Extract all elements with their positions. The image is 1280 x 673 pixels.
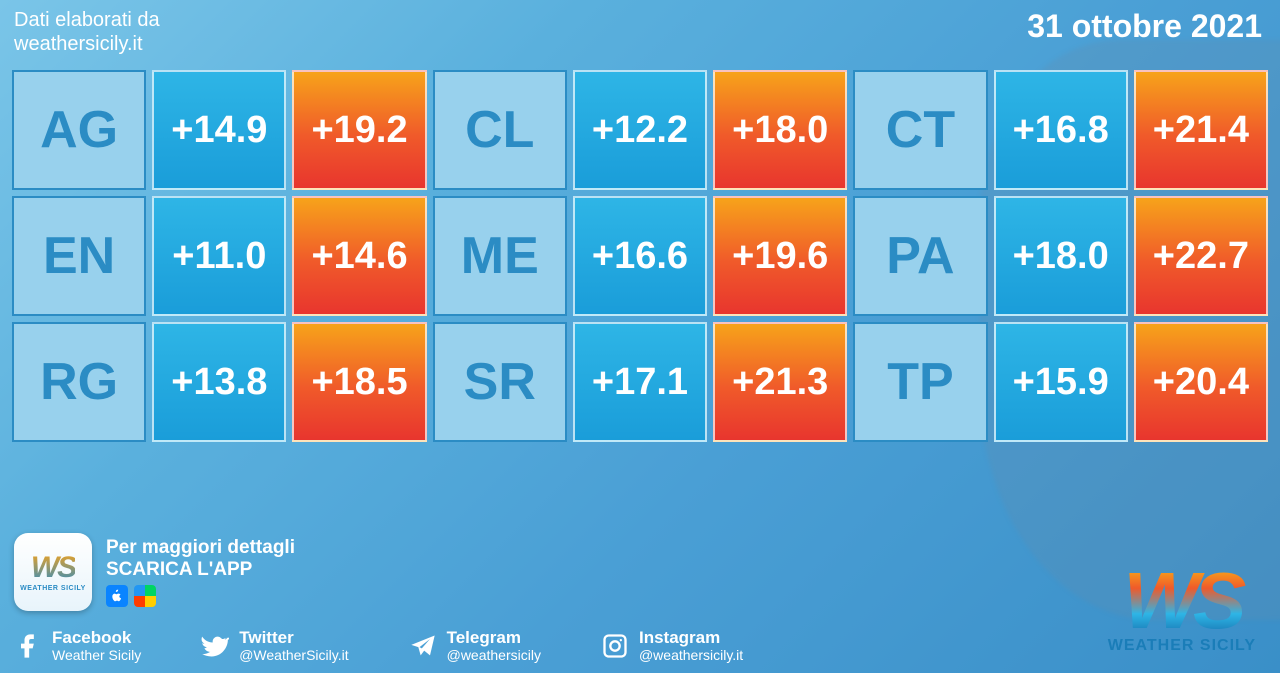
temp-low: +14.9 <box>152 70 286 190</box>
temp-high: +21.4 <box>1134 70 1268 190</box>
brand-logo-text: WS <box>1108 569 1256 633</box>
social-handle: @weathersicily <box>447 648 541 663</box>
province-code: EN <box>12 196 146 316</box>
province-code: CL <box>433 70 567 190</box>
appstore-icon <box>106 585 128 607</box>
temp-high: +20.4 <box>1134 322 1268 442</box>
province-code: RG <box>12 322 146 442</box>
province-code: PA <box>853 196 987 316</box>
facebook-icon <box>14 632 42 660</box>
social-twitter: Twitter @WeatherSicily.it <box>201 629 348 663</box>
promo-line2: SCARICA L'APP <box>106 559 295 581</box>
app-badge-icon: WS WEATHER SICILY <box>14 533 92 611</box>
temp-low: +11.0 <box>152 196 286 316</box>
social-instagram: Instagram @weathersicily.it <box>601 629 743 663</box>
app-promo: WS WEATHER SICILY Per maggiori dettagli … <box>14 533 1262 611</box>
brand-logo: WS WEATHER SICILY <box>1108 569 1256 655</box>
temp-high: +22.7 <box>1134 196 1268 316</box>
province-code: ME <box>433 196 567 316</box>
social-handle: Weather Sicily <box>52 648 141 663</box>
playstore-icon <box>134 585 156 607</box>
province-code: AG <box>12 70 146 190</box>
store-icons <box>106 585 295 607</box>
temp-low: +15.9 <box>994 322 1128 442</box>
temp-low: +18.0 <box>994 196 1128 316</box>
telegram-icon <box>409 632 437 660</box>
badge-subtext: WEATHER SICILY <box>20 585 86 592</box>
social-name: Instagram <box>639 629 743 648</box>
social-handle: @WeatherSicily.it <box>239 648 348 663</box>
province-code: CT <box>853 70 987 190</box>
header-credit: Dati elaborati da weathersicily.it <box>14 8 160 56</box>
social-facebook: Facebook Weather Sicily <box>14 629 141 663</box>
social-name: Facebook <box>52 629 141 648</box>
credit-line1: Dati elaborati da <box>14 8 160 32</box>
social-name: Telegram <box>447 629 541 648</box>
temperature-grid: AG +14.9 +19.2 CL +12.2 +18.0 CT +16.8 +… <box>0 70 1280 442</box>
temp-high: +21.3 <box>713 322 847 442</box>
temp-low: +13.8 <box>152 322 286 442</box>
temp-low: +12.2 <box>573 70 707 190</box>
social-telegram: Telegram @weathersicily <box>409 629 541 663</box>
badge-text: WS <box>31 551 75 585</box>
social-name: Twitter <box>239 629 348 648</box>
promo-line1: Per maggiori dettagli <box>106 537 295 559</box>
brand-logo-sub: WEATHER SICILY <box>1108 637 1256 655</box>
twitter-icon <box>201 632 229 660</box>
social-links: Facebook Weather Sicily Twitter @Weather… <box>14 629 1262 663</box>
temp-high: +19.2 <box>292 70 426 190</box>
temp-low: +17.1 <box>573 322 707 442</box>
temp-high: +14.6 <box>292 196 426 316</box>
temp-low: +16.8 <box>994 70 1128 190</box>
temp-high: +18.0 <box>713 70 847 190</box>
promo-text: Per maggiori dettagli SCARICA L'APP <box>106 537 295 607</box>
credit-site: weathersicily.it <box>14 32 160 56</box>
instagram-icon <box>601 632 629 660</box>
province-code: TP <box>853 322 987 442</box>
province-code: SR <box>433 322 567 442</box>
footer: WS WEATHER SICILY Per maggiori dettagli … <box>0 521 1280 673</box>
temp-high: +19.6 <box>713 196 847 316</box>
temp-high: +18.5 <box>292 322 426 442</box>
social-handle: @weathersicily.it <box>639 648 743 663</box>
temp-low: +16.6 <box>573 196 707 316</box>
